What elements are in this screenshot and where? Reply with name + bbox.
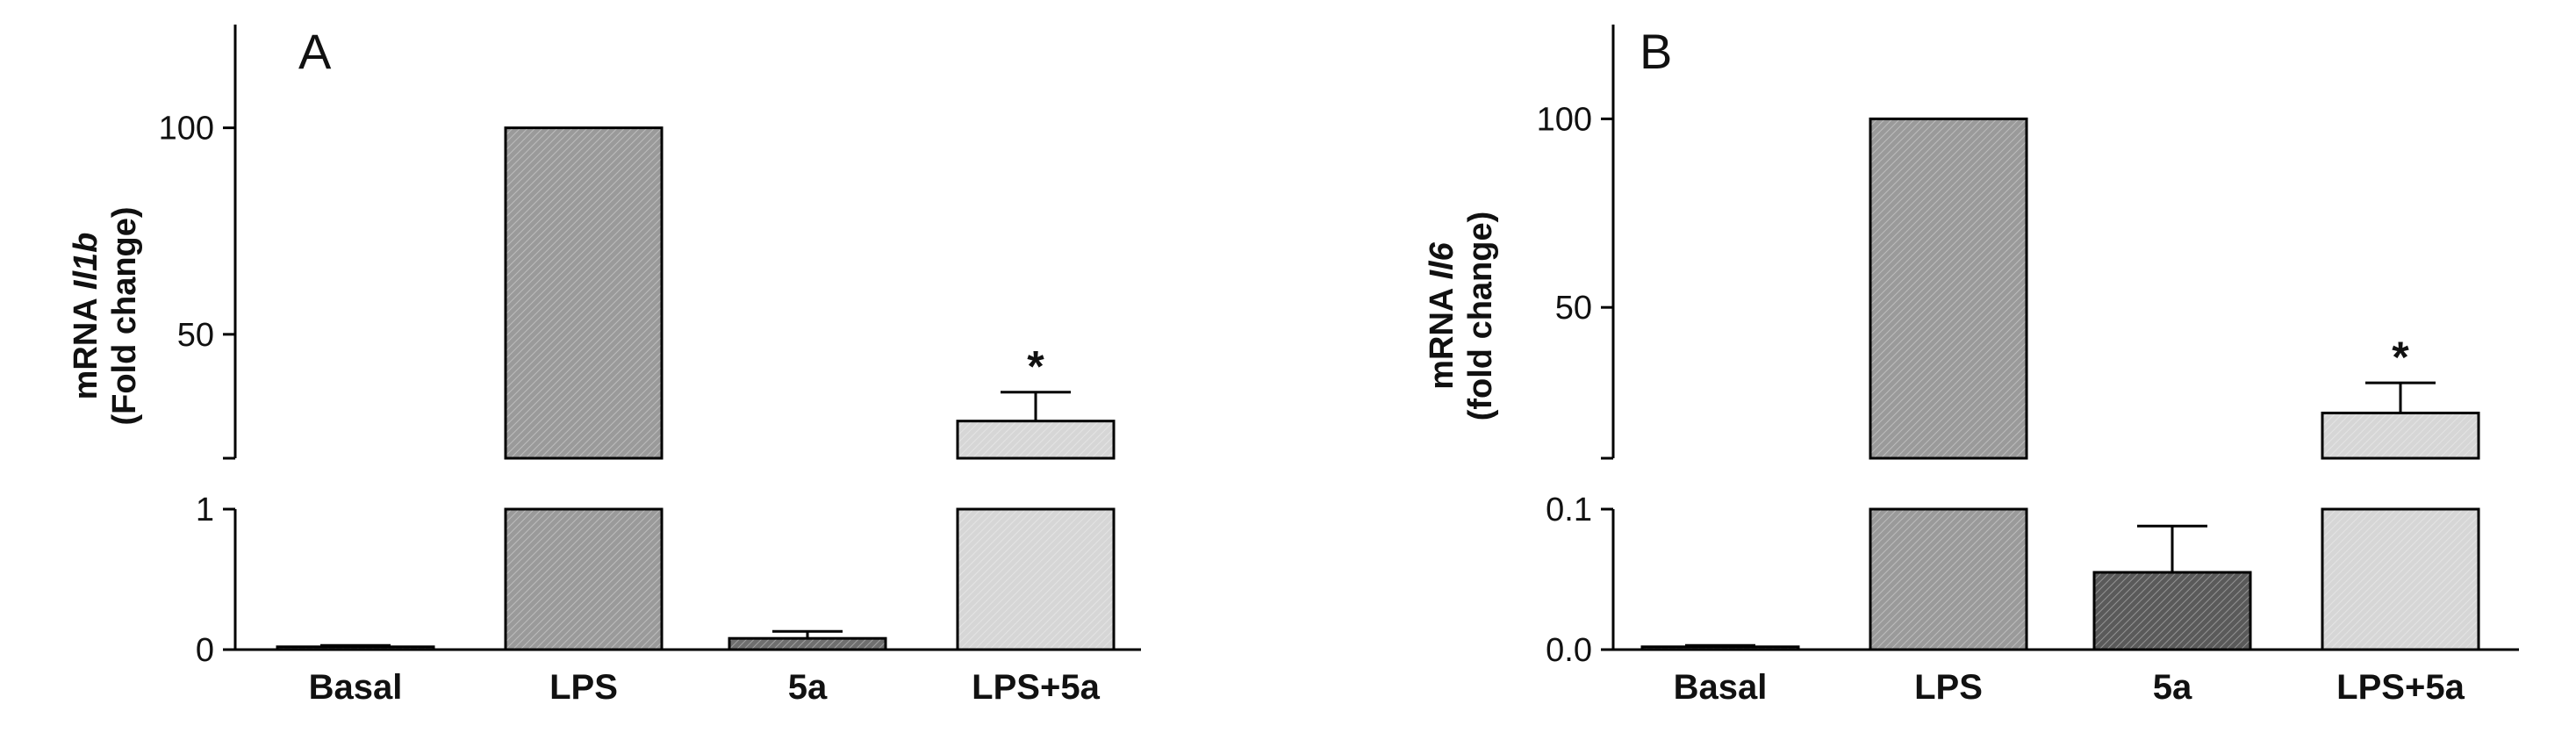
x-tick-label-5a: 5a [2153,668,2192,707]
x-tick-label-LPS: LPS [549,668,618,707]
bar-LPS+5a-lower [2321,507,2480,651]
x-tick-label-LPS+5a: LPS+5a [2336,668,2465,707]
bar-LPS-upper [504,126,664,460]
significance-marker: * [1027,342,1044,392]
bar-LPS+5a-upper [956,420,1116,460]
bar-LPS+5a-upper [2321,411,2480,460]
x-tick-label-Basal: Basal [309,668,403,707]
y-tick-label: 0.0 [1546,632,1592,669]
y-axis-label: mRNA Il6 (fold change) [1424,212,1499,421]
significance-marker: * [2392,333,2409,382]
y-axis-label: mRNA Il1b (Fold change) [68,206,143,425]
y-tick-label: 1 [196,492,214,528]
y-tick-label: 100 [159,111,214,147]
bar-5a [728,636,887,651]
y-axis-label-line1: mRNA Il6 [1424,241,1460,389]
y-axis-label-line2: (fold change) [1462,212,1499,421]
y-tick-label: 0 [196,632,214,669]
x-tick-label-Basal: Basal [1674,668,1768,707]
y-tick-label: 0.1 [1546,492,1592,528]
x-tick-label-LPS: LPS [1914,668,1983,707]
y-axis-label-prefix: mRNA [68,290,104,399]
panel-label: B [1640,24,1672,79]
panel-label: A [298,24,332,79]
x-tick-label-LPS+5a: LPS+5a [972,668,1100,707]
y-tick-label: 50 [1555,290,1592,327]
bar-5a [2092,571,2252,651]
bar-LPS+5a-lower [956,507,1116,651]
bar-LPS-upper [1869,117,2028,460]
x-tick-label-5a: 5a [788,668,828,707]
y-tick-label: 50 [177,317,214,354]
bar-LPS-lower [1869,507,2028,651]
bar-Basal [1640,645,1800,651]
bar-Basal [276,645,435,651]
y-axis-label-line1: mRNA Il1b [68,233,104,400]
y-axis-label-prefix: mRNA [1424,279,1460,389]
y-tick-label: 100 [1537,101,1592,138]
y-axis-label-line2: (Fold change) [106,206,143,425]
y-axis-label-gene: Il1b [68,233,104,290]
y-axis-label-gene: Il6 [1424,241,1460,279]
bar-LPS-lower [504,507,664,651]
